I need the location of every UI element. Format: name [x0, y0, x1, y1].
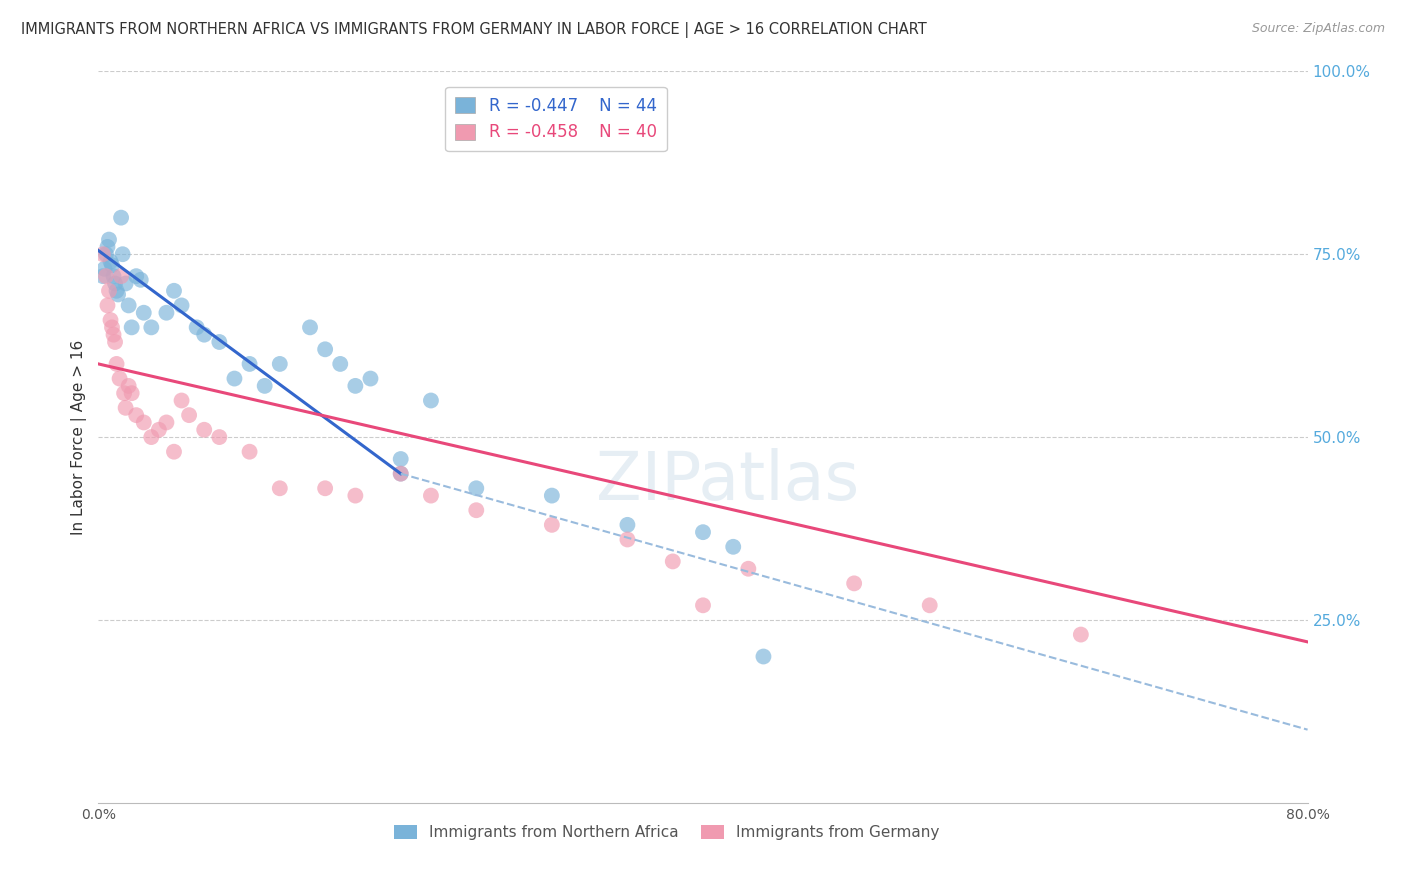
Point	[737, 562, 759, 576]
Point	[141, 430, 163, 444]
Point	[918, 599, 941, 613]
Point	[179, 408, 201, 422]
Point	[239, 357, 262, 371]
Point	[100, 313, 122, 327]
Text: Source: ZipAtlas.com: Source: ZipAtlas.com	[1251, 22, 1385, 36]
Point	[616, 517, 638, 532]
Point	[94, 269, 117, 284]
Point	[163, 444, 186, 458]
Y-axis label: In Labor Force | Age > 16: In Labor Force | Age > 16	[72, 340, 87, 534]
Point	[752, 649, 775, 664]
Point	[98, 284, 121, 298]
Point	[103, 327, 125, 342]
Point	[661, 554, 683, 568]
Point	[344, 379, 367, 393]
Point	[96, 240, 118, 254]
Point	[110, 269, 132, 284]
Point	[170, 298, 193, 312]
Point	[125, 408, 148, 422]
Point	[125, 269, 148, 284]
Point	[155, 306, 177, 320]
Point	[193, 423, 215, 437]
Point	[389, 452, 412, 467]
Point	[692, 525, 714, 540]
Point	[314, 343, 336, 357]
Point	[101, 258, 124, 272]
Point	[540, 489, 562, 503]
Point	[239, 444, 262, 458]
Point	[208, 334, 231, 349]
Point	[91, 269, 114, 284]
Point	[344, 489, 367, 503]
Point	[224, 371, 246, 385]
Point	[314, 481, 336, 495]
Point	[844, 576, 866, 591]
Point	[329, 357, 352, 371]
Point	[96, 298, 118, 312]
Point	[186, 320, 208, 334]
Point	[107, 287, 129, 301]
Point	[132, 416, 155, 430]
Point	[1070, 627, 1092, 641]
Point	[170, 393, 193, 408]
Point	[111, 247, 134, 261]
Point	[465, 503, 488, 517]
Point	[389, 467, 412, 481]
Point	[121, 320, 143, 334]
Point	[163, 284, 186, 298]
Point	[141, 320, 163, 334]
Text: IMMIGRANTS FROM NORTHERN AFRICA VS IMMIGRANTS FROM GERMANY IN LABOR FORCE | AGE : IMMIGRANTS FROM NORTHERN AFRICA VS IMMIG…	[21, 22, 927, 38]
Point	[299, 320, 322, 334]
Point	[100, 254, 122, 268]
Point	[148, 423, 170, 437]
Point	[132, 306, 155, 320]
Point	[420, 489, 443, 503]
Point	[105, 357, 128, 371]
Text: ZIPatlas: ZIPatlas	[596, 448, 859, 514]
Point	[129, 273, 152, 287]
Point	[465, 481, 488, 495]
Point	[114, 277, 136, 291]
Point	[269, 357, 291, 371]
Point	[253, 379, 276, 393]
Point	[103, 269, 125, 284]
Legend: Immigrants from Northern Africa, Immigrants from Germany: Immigrants from Northern Africa, Immigra…	[388, 819, 946, 847]
Point	[98, 233, 121, 247]
Point	[104, 277, 127, 291]
Point	[121, 386, 143, 401]
Point	[101, 320, 124, 334]
Point	[93, 261, 115, 276]
Point	[269, 481, 291, 495]
Point	[616, 533, 638, 547]
Point	[105, 284, 128, 298]
Point	[692, 599, 714, 613]
Point	[208, 430, 231, 444]
Point	[723, 540, 745, 554]
Point	[108, 371, 131, 385]
Point	[193, 327, 215, 342]
Point	[91, 247, 114, 261]
Point	[540, 517, 562, 532]
Point	[118, 379, 141, 393]
Point	[360, 371, 382, 385]
Point	[104, 334, 127, 349]
Point	[94, 247, 117, 261]
Point	[389, 467, 412, 481]
Point	[118, 298, 141, 312]
Point	[114, 401, 136, 415]
Point	[112, 386, 135, 401]
Point	[155, 416, 177, 430]
Point	[420, 393, 443, 408]
Point	[110, 211, 132, 225]
